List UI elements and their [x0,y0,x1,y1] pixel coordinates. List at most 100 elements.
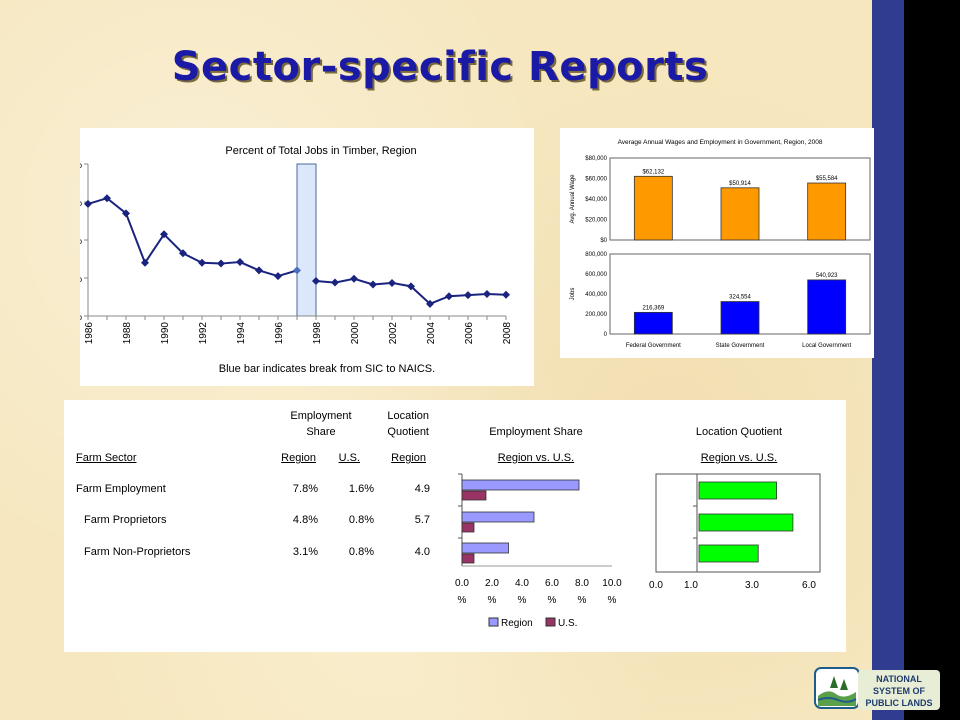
bar-us [461,522,475,533]
x-tick-label: 1994 [236,322,247,345]
data-point [445,292,453,301]
x-tick-label: 1986 [84,322,95,345]
data-point [160,230,168,239]
employment-share-bar-chart: 0.0% 2.0% 4.0% 6.0% 8.0% 10.0% Region U.S. 0.0 1.… [455,473,821,629]
bar [633,311,673,335]
header-employment-share-line2: Share [306,426,336,438]
data-label: 540,923 [816,273,838,279]
data-point [255,266,263,275]
x-tick-unit: % [458,595,467,606]
bar [720,301,760,335]
row-region-share: 7.8% [292,483,318,495]
row-location-quotient: 5.7 [414,514,430,526]
header-location-quotient-line2: Quotient [387,426,429,438]
x-tick-unit: % [548,595,557,606]
bar-region [461,542,509,554]
legend-label-us: U.S. [558,618,577,629]
x-tick-label: 3.0 [745,580,759,591]
chart-title: Percent of Total Jobs in Timber, Region [225,145,416,157]
bar [807,182,847,241]
bar [807,279,847,335]
col-us: U.S. [338,452,360,464]
x-tick-label: 1992 [198,322,209,345]
x-tick-label: 10.0 [602,578,622,589]
x-tick-label: 1988 [122,322,133,345]
y-tick-label: 0 [604,332,608,338]
x-tick-label: State Government [716,343,765,349]
x-tick-label: 2.0 [485,578,499,589]
data-point [198,258,206,267]
x-tick-label: 6.0 [802,580,816,591]
col-share-region-vs-us: Region vs. U.S. [497,452,575,464]
x-tick-unit: % [608,595,617,606]
x-tick-label: 0.0 [455,578,469,589]
x-tick-unit: % [488,595,497,606]
x-tick-label: Federal Government [626,343,681,349]
x-tick-label: 1.0 [684,580,698,591]
timber-line-chart: Percent of Total Jobs in Timber, Region 0… [59,145,513,375]
col-lq-region: Region [391,452,426,464]
data-label: $62,132 [642,169,664,175]
data-point [407,282,415,291]
data-point [103,194,111,203]
y-tick-label: 4.0% [80,160,82,171]
bar-location-quotient [698,544,759,563]
logo-line-2: SYSTEM OF [873,686,926,696]
series-line-sic [87,197,298,278]
data-point [331,278,339,287]
x-tick-label: 1998 [312,322,323,345]
y-tick-label: 3.0% [80,198,82,209]
national-system-of-public-lands-logo: NATIONAL SYSTEM OF PUBLIC LANDS [814,666,942,714]
col-region: Region [281,452,316,464]
data-point [293,266,301,275]
data-point [312,277,320,286]
data-point [502,290,510,299]
header-employment-share-chart: Employment Share [489,426,583,438]
bar-region [461,511,535,523]
x-tick-label: 0.0 [649,580,663,591]
blm-emblem-icon: NATIONAL SYSTEM OF PUBLIC LANDS [814,667,940,710]
data-label: $50,914 [729,181,751,187]
data-label: $55,584 [816,176,838,182]
y-tick-label: 0.0% [80,312,82,323]
x-tick-label: 8.0 [575,578,589,589]
bar [720,187,760,241]
bar-us [461,490,487,501]
chart-title: Average Annual Wages and Employment in G… [618,139,823,146]
farm-report-panel: Employment Share Location Quotient Emplo… [64,400,846,652]
side-black-edge [904,0,960,720]
plot-frame [655,473,821,573]
row-region-share: 3.1% [292,546,318,558]
chart-note: Blue bar indicates break from SIC to NAI… [219,363,435,375]
y-tick-label: $20,000 [585,218,607,224]
row-us-share: 0.8% [348,546,374,558]
col-farm-sector: Farm Sector [76,452,137,464]
x-tick-label: 1990 [160,322,171,345]
y-tick-label: $60,000 [585,177,607,183]
x-tick-label: 1996 [274,322,285,345]
logo-line-3: PUBLIC LANDS [866,698,933,708]
y-axis-label: Avg. Annual Wage [570,174,576,224]
data-point [179,249,187,258]
y-tick-label: $0 [600,238,607,244]
y-axis-label: Jobs [570,288,576,301]
x-tick-label: 2002 [388,322,399,345]
data-point [426,299,434,308]
data-point [369,280,377,289]
row-label: Farm Employment [76,483,166,495]
data-point [141,258,149,267]
y-tick-label: 200,000 [585,312,607,318]
row-region-share: 4.8% [292,514,318,526]
x-tick-label: 2004 [426,322,437,345]
bar-location-quotient [698,481,777,500]
row-us-share: 1.6% [348,483,374,495]
x-tick-label: Local Government [802,343,851,349]
bar [633,175,673,241]
y-tick-label: $40,000 [585,197,607,203]
legend-swatch-region [488,617,499,627]
legend-label-region: Region [501,618,533,629]
timber-chart-panel: Percent of Total Jobs in Timber, Region 0… [59,128,534,386]
slide-title: Sector-specific Reports [171,44,709,90]
bar-region [461,479,580,491]
x-tick-label: 2008 [502,322,513,345]
